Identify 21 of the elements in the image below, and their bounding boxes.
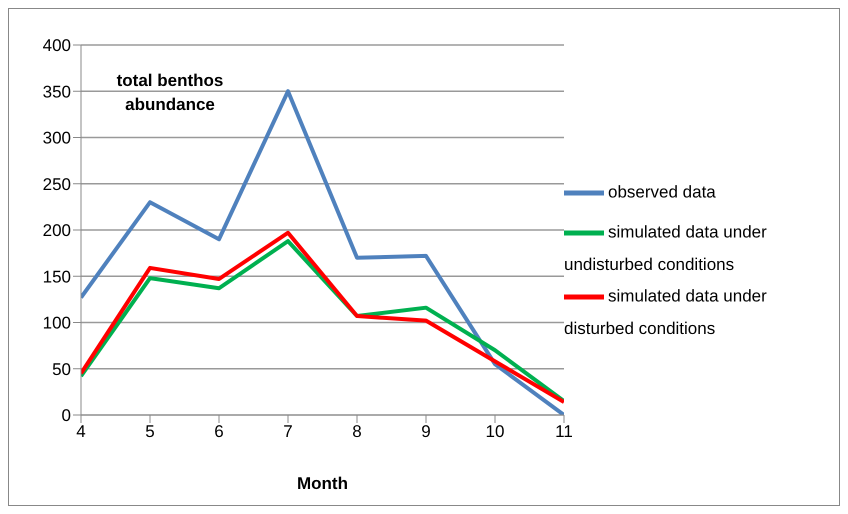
y-tick-label: 100 (42, 314, 71, 333)
legend-label: observed data (608, 182, 716, 202)
legend-label: simulated data under disturbed conditions (564, 286, 767, 338)
y-tick-label: 350 (42, 82, 71, 102)
y-tick-label: 50 (52, 360, 71, 379)
x-tick-label: 5 (145, 422, 155, 442)
y-tick-label: 400 (42, 36, 71, 56)
x-axis-title: Month (297, 474, 348, 493)
y-tick-label: 0 (62, 406, 71, 426)
x-tick-label: 11 (555, 422, 573, 442)
y-tick-label: 250 (42, 174, 71, 194)
x-tick-label: 8 (352, 422, 362, 442)
x-tick-label: 9 (421, 422, 431, 442)
x-tick-label: 6 (214, 422, 224, 442)
x-tick-label: 7 (283, 422, 293, 442)
y-tick-label: 150 (42, 267, 71, 286)
x-tick-label: 4 (76, 422, 86, 442)
y-tick-label: 200 (42, 221, 71, 240)
x-tick-label: 10 (486, 422, 504, 442)
annotation: total benthos abundance (116, 70, 224, 116)
y-tick-label: 300 (42, 128, 71, 148)
